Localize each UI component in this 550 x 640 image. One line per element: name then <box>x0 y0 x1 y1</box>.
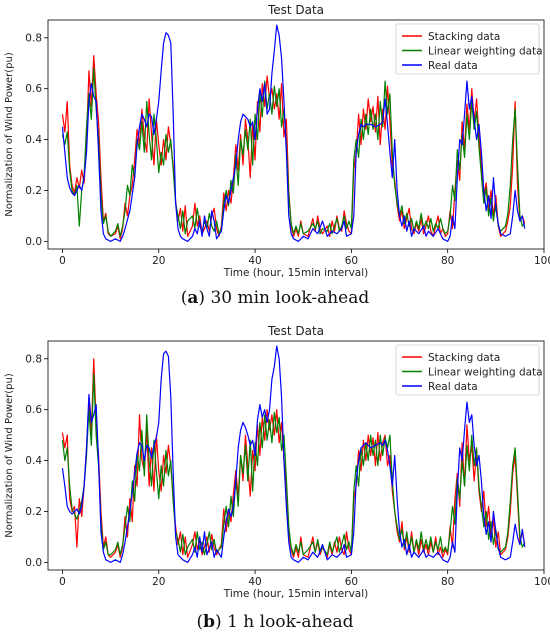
y-tick-label: 0.4 <box>25 455 42 467</box>
y-tick-label: 0.4 <box>25 134 42 146</box>
caption-letter: b <box>203 612 216 632</box>
y-tick-label: 0.2 <box>25 506 42 518</box>
legend-entry: Linear weighting data <box>428 366 543 378</box>
x-tick-label: 80 <box>441 255 454 267</box>
legend-box <box>395 344 540 396</box>
x-tick-label: 20 <box>152 576 165 588</box>
plot-frame <box>47 19 545 250</box>
y-tick-label: 0.6 <box>25 404 42 416</box>
x-tick-label: 100 <box>534 255 550 267</box>
chart-title: Test Data <box>267 324 324 338</box>
caption-text: 30 min look-ahead <box>205 288 370 308</box>
x-tick-label: 0 <box>59 576 66 588</box>
x-tick-label: 20 <box>152 255 165 267</box>
series-line-linear-weighting-data <box>61 373 526 556</box>
y-tick-label: 0.0 <box>25 236 42 248</box>
x-tick-label: 60 <box>345 576 358 588</box>
x-tick-label: 80 <box>441 576 454 588</box>
plot-frame <box>47 340 545 571</box>
x-tick-label: 0 <box>59 255 66 267</box>
x-axis-label: Time (hour, 15min interval) <box>223 588 368 600</box>
series-line-linear-weighting-data <box>61 67 526 237</box>
legend-entry: Linear weighting data <box>428 45 543 57</box>
x-tick-label: 60 <box>345 255 358 267</box>
legend-entry: Stacking data <box>428 31 500 43</box>
chart-panel-0: Test Data 0 20 40 60 80 100 0.0 0.2 0.4 0.6 0.8 Time… <box>4 3 550 279</box>
x-tick-label: 40 <box>248 576 261 588</box>
legend-box <box>395 23 540 75</box>
y-axis-label: Normalization of Wind Power(pu) <box>4 373 15 538</box>
caption-a: (a) 30 min look-ahead <box>180 288 370 308</box>
y-tick-label: 0.0 <box>25 557 42 569</box>
x-tick-label: 100 <box>534 576 550 588</box>
series-line-real-data <box>61 345 526 563</box>
legend-entry: Stacking data <box>428 352 500 364</box>
y-tick-label: 0.8 <box>25 353 42 365</box>
series-line-real-data <box>61 24 526 242</box>
y-tick-label: 0.8 <box>25 32 42 44</box>
legend-entry: Real data <box>428 381 478 393</box>
y-tick-label: 0.6 <box>25 83 42 95</box>
y-axis-label: Normalization of Wind Power(pu) <box>4 52 15 217</box>
chart-title: Test Data <box>267 3 324 17</box>
legend: Stacking data Linear weighting data Real d… <box>395 344 543 396</box>
caption-b: (b) 1 h look-ahead <box>196 612 354 632</box>
caption-text: 1 h look-ahead <box>221 612 354 632</box>
legend: Stacking data Linear weighting data Real d… <box>395 23 543 75</box>
chart-panel-1: Test Data 0 20 40 60 80 100 0.0 0.2 0.4 0.6 0.8 Time… <box>4 324 550 600</box>
legend-entry: Real data <box>428 60 478 72</box>
caption-letter: a <box>187 288 199 308</box>
x-axis-label: Time (hour, 15min interval) <box>223 267 368 279</box>
y-tick-label: 0.2 <box>25 185 42 197</box>
x-tick-label: 40 <box>248 255 261 267</box>
